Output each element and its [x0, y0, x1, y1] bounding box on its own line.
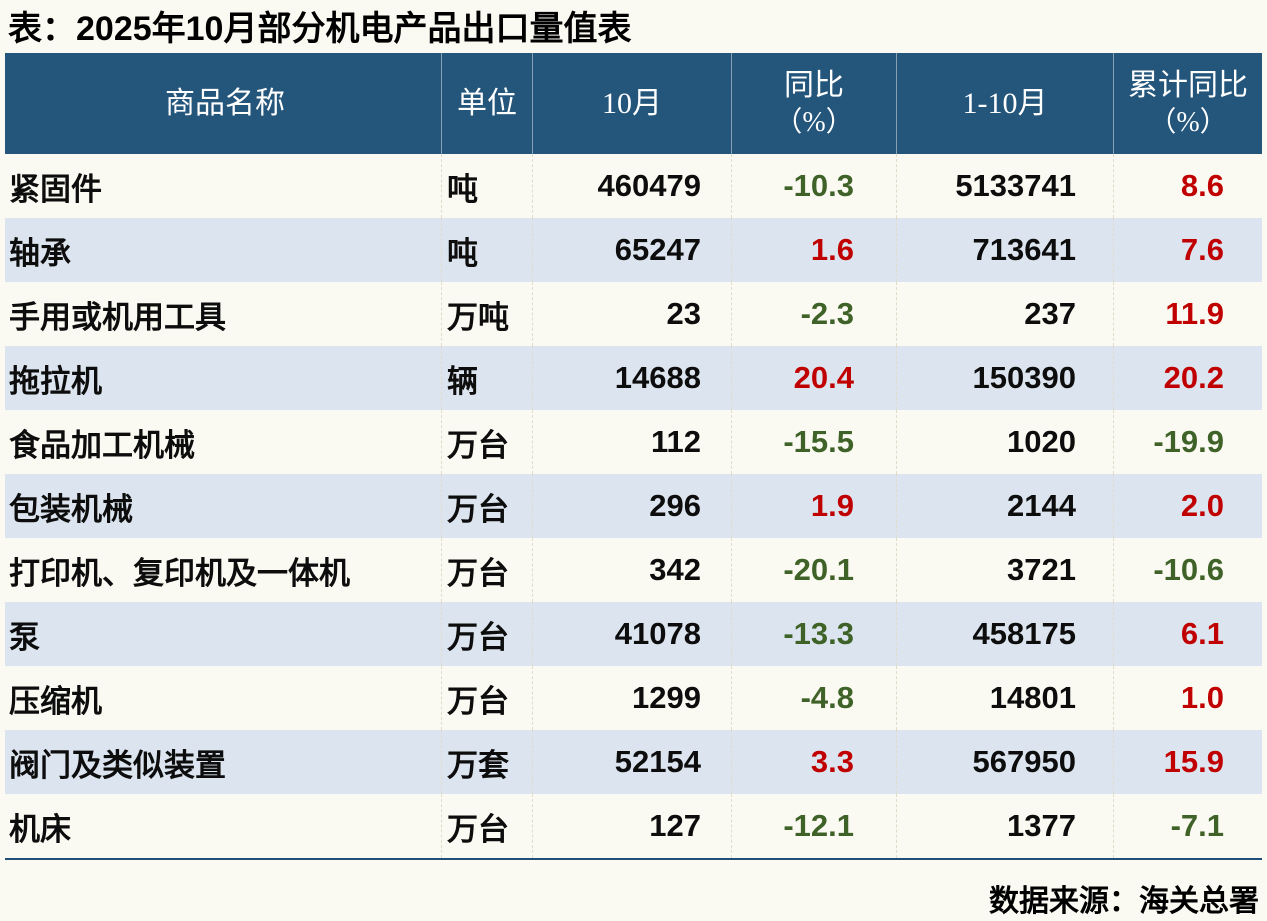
cell-month-value: 460479: [532, 154, 731, 218]
cell-cum-yoy-value: 8.6: [1113, 154, 1262, 218]
data-source: 数据来源：海关总署: [989, 885, 1259, 918]
cell-yoy-value: -12.1: [731, 794, 896, 858]
cell-month-value: 112: [532, 410, 731, 474]
cell-cumulative-value: 3721: [896, 538, 1113, 602]
table-row: 拖拉机 辆 14688 20.4 150390 20.2: [5, 346, 1262, 410]
cell-month-value: 296: [532, 474, 731, 538]
cell-yoy-value: -15.5: [731, 410, 896, 474]
cell-month-value: 1299: [532, 666, 731, 730]
page-title: 表：2025年10月部分机电产品出口量值表: [8, 10, 632, 48]
col-header-month: 10月: [532, 53, 731, 154]
cell-month-value: 65247: [532, 218, 731, 282]
table-row: 轴承 吨 65247 1.6 713641 7.6: [5, 218, 1262, 282]
cell-product: 紧固件: [9, 171, 102, 207]
cell-cum-yoy-value: -10.6: [1113, 538, 1262, 602]
cell-cum-yoy-value: 6.1: [1113, 602, 1262, 666]
cell-product: 包装机械: [9, 491, 133, 527]
cell-cumulative-value: 1377: [896, 794, 1113, 858]
cell-cum-yoy-value: -19.9: [1113, 410, 1262, 474]
cell-product: 轴承: [9, 235, 71, 271]
cell-month-value: 14688: [532, 346, 731, 410]
cell-cumulative-value: 237: [896, 282, 1113, 346]
cell-month-value: 52154: [532, 730, 731, 794]
cell-unit: 万台: [441, 410, 532, 474]
cell-yoy-value: 20.4: [731, 346, 896, 410]
cell-product: 阀门及类似装置: [9, 747, 226, 783]
cell-product: 食品加工机械: [9, 427, 195, 463]
col-header-unit: 单位: [441, 53, 532, 154]
cell-month-value: 342: [532, 538, 731, 602]
col-header-yoy: 同比 （%）: [731, 53, 896, 154]
cell-cum-yoy-value: 7.6: [1113, 218, 1262, 282]
table-row: 阀门及类似装置 万套 52154 3.3 567950 15.9: [5, 730, 1262, 794]
export-table: 商品名称 单位 10月 同比 （%） 1-10月 累计同比 （%） 紧固件吨 46…: [5, 53, 1262, 860]
cell-cum-yoy-value: 20.2: [1113, 346, 1262, 410]
cell-unit: 万吨: [441, 282, 532, 346]
cell-unit: 吨: [441, 154, 532, 218]
table-row: 压缩机 万台 1299 -4.8 14801 1.0: [5, 666, 1262, 730]
table-row: 泵 万台 41078 -13.3 458175 6.1: [5, 602, 1262, 666]
table-row: 手用或机用工具 万吨 23 -2.3 237 11.9: [5, 282, 1262, 346]
table-row: 包装机械 万台 296 1.9 2144 2.0: [5, 474, 1262, 538]
col-header-range: 1-10月: [896, 53, 1113, 154]
cell-product: 打印机、复印机及一体机: [9, 555, 350, 591]
cell-yoy-value: 1.6: [731, 218, 896, 282]
cell-unit: 万台: [441, 474, 532, 538]
cell-yoy-value: -4.8: [731, 666, 896, 730]
cell-product: 泵: [9, 619, 40, 655]
cell-yoy-value: -2.3: [731, 282, 896, 346]
cell-yoy-value: 3.3: [731, 730, 896, 794]
cell-product: 压缩机: [9, 683, 102, 719]
cell-unit: 万台: [441, 538, 532, 602]
cell-cumulative-value: 5133741: [896, 154, 1113, 218]
cell-cum-yoy-value: 1.0: [1113, 666, 1262, 730]
cell-cumulative-value: 567950: [896, 730, 1113, 794]
cell-unit: 辆: [441, 346, 532, 410]
table-row: 机床 万台 127 -12.1 1377 -7.1: [5, 794, 1262, 858]
cell-cumulative-value: 458175: [896, 602, 1113, 666]
cell-month-value: 41078: [532, 602, 731, 666]
cell-cum-yoy-value: -7.1: [1113, 794, 1262, 858]
col-header-cum-yoy: 累计同比 （%）: [1113, 53, 1262, 154]
col-header-product: 商品名称: [165, 86, 285, 120]
cell-month-value: 23: [532, 282, 731, 346]
cell-cum-yoy-value: 2.0: [1113, 474, 1262, 538]
cell-cumulative-value: 14801: [896, 666, 1113, 730]
cell-product: 机床: [9, 811, 71, 847]
table-row: 打印机、复印机及一体机 万台 342 -20.1 3721 -10.6: [5, 538, 1262, 602]
table-row: 紧固件 吨 460479 -10.3 5133741 8.6: [5, 154, 1262, 218]
cell-unit: 万台: [441, 602, 532, 666]
cell-cum-yoy-value: 11.9: [1113, 282, 1262, 346]
cell-yoy-value: -10.3: [731, 154, 896, 218]
cell-unit: 万套: [441, 730, 532, 794]
cell-cumulative-value: 1020: [896, 410, 1113, 474]
cell-product: 拖拉机: [9, 363, 102, 399]
table-row: 食品加工机械 万台 112 -15.5 1020 -19.9: [5, 410, 1262, 474]
cell-unit: 万台: [441, 794, 532, 858]
cell-cumulative-value: 713641: [896, 218, 1113, 282]
cell-unit: 万台: [441, 666, 532, 730]
cell-cumulative-value: 2144: [896, 474, 1113, 538]
cell-yoy-value: -20.1: [731, 538, 896, 602]
cell-cumulative-value: 150390: [896, 346, 1113, 410]
cell-yoy-value: 1.9: [731, 474, 896, 538]
cell-unit: 吨: [441, 218, 532, 282]
table-header-row: 商品名称 单位 10月 同比 （%） 1-10月 累计同比 （%）: [5, 53, 1262, 154]
cell-month-value: 127: [532, 794, 731, 858]
cell-product: 手用或机用工具: [9, 299, 226, 335]
cell-yoy-value: -13.3: [731, 602, 896, 666]
table-body: 紧固件吨 460479 -10.3 5133741 8.6 轴承吨 65247 1.6 7136…: [5, 154, 1262, 860]
cell-cum-yoy-value: 15.9: [1113, 730, 1262, 794]
